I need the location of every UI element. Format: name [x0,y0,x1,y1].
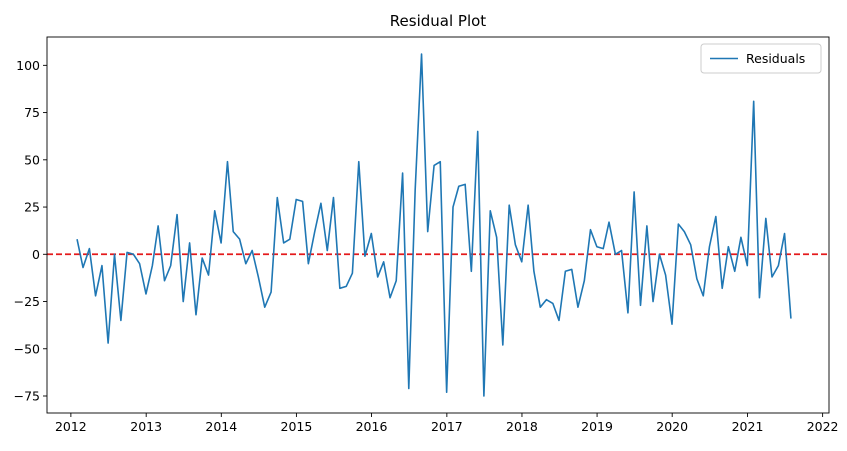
y-tick-label: 0 [32,247,40,262]
y-tick-label: −75 [14,388,40,403]
x-tick-label: 2015 [281,419,313,434]
y-tick-label: 75 [24,105,40,120]
x-tick-label: 2020 [656,419,688,434]
x-axis-ticks: 2012 2013 2014 2015 2016 2017 2018 2019 2020 2021… [55,413,839,434]
y-axis-ticks: −75 −50 −25 0 25 50 75 100 [14,58,47,403]
y-tick-label: 100 [16,58,40,73]
series-layer [76,53,792,397]
x-tick-label: 2021 [732,419,764,434]
x-tick-label: 2022 [807,419,839,434]
y-tick-label: −25 [14,294,40,309]
legend-box [700,43,822,74]
chart-title: Residual Plot [390,12,487,30]
x-tick-label: 2019 [581,419,613,434]
x-tick-label: 2013 [130,419,162,434]
legend: Residuals [700,43,822,74]
y-tick-label: 50 [24,152,40,167]
x-tick-label: 2014 [205,419,237,434]
x-tick-label: 2017 [431,419,463,434]
y-tick-label: −50 [14,341,40,356]
plot-frame [46,36,830,414]
y-tick-label: 25 [24,200,40,215]
legend-label: Residuals [746,51,805,66]
x-tick-label: 2018 [506,419,538,434]
x-tick-label: 2012 [55,419,87,434]
series-line-residuals [76,53,792,397]
x-tick-label: 2016 [356,419,388,434]
axes-layer [46,36,830,414]
